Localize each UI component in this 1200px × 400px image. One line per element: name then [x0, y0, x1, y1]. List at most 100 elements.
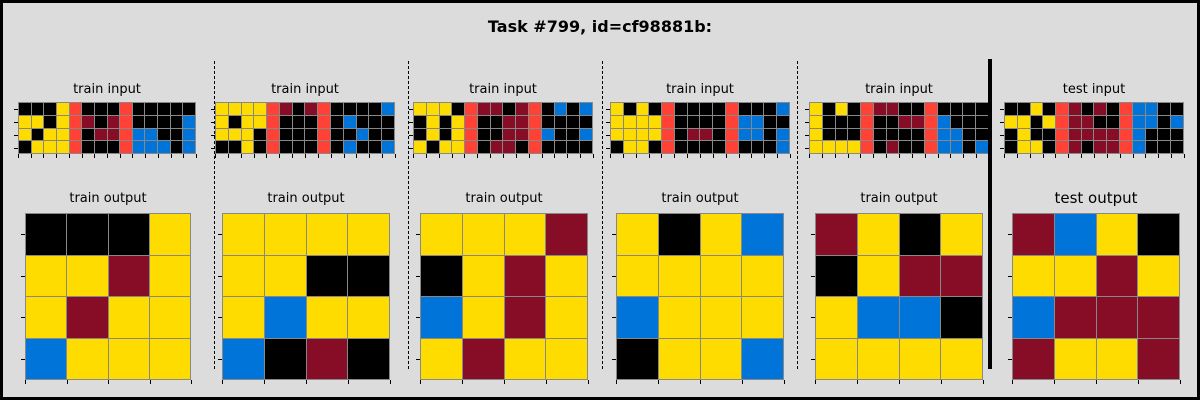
grid-cell	[554, 141, 567, 153]
axis-tick	[809, 154, 810, 158]
grid-cell	[369, 128, 382, 141]
grid-cell	[1138, 297, 1179, 338]
grid-cell	[580, 103, 592, 115]
axis-tick	[1000, 147, 1004, 149]
grid-cell	[674, 115, 687, 128]
grid-cell	[348, 338, 389, 379]
grid-cell	[1043, 141, 1056, 153]
axis-tick	[784, 380, 785, 384]
axis-tick	[712, 154, 714, 158]
grid-cell	[82, 115, 94, 128]
grid-cell	[158, 141, 170, 153]
grid-cell	[516, 128, 529, 141]
grid-cell	[742, 255, 783, 296]
grid-cell	[1132, 128, 1145, 141]
grid-cell	[1054, 338, 1096, 379]
grid-cell	[223, 214, 264, 255]
grid-cell	[1120, 141, 1132, 153]
axis-tick	[413, 154, 414, 158]
grid-cell	[1158, 115, 1171, 128]
axis-tick	[567, 154, 569, 158]
grid-cell	[264, 255, 306, 296]
axis-tick	[834, 154, 836, 158]
grid-cell	[1005, 115, 1017, 128]
grid-cell	[516, 103, 529, 115]
grid-cell	[107, 103, 120, 115]
axis-tick	[145, 154, 147, 158]
axis-tick	[43, 154, 45, 158]
pair-divider	[214, 61, 215, 369]
axis-tick	[196, 154, 197, 158]
grid-cell	[1068, 128, 1081, 141]
grid-cell	[382, 128, 394, 141]
axis-tick	[886, 154, 888, 158]
grid-cell	[963, 103, 976, 115]
grid-cell	[414, 103, 426, 115]
grid-cell	[1054, 255, 1096, 296]
axis-tick	[1008, 359, 1012, 361]
grid-cell	[94, 128, 107, 141]
input-grid	[809, 102, 989, 154]
grid-cell	[490, 128, 503, 141]
axis-tick	[1106, 154, 1108, 158]
grid-cell	[1171, 115, 1183, 128]
grid-cell	[1132, 103, 1145, 115]
grid-cell	[649, 141, 662, 153]
grid-cell	[149, 338, 190, 379]
grid-cell	[1017, 128, 1030, 141]
axis-tick	[805, 108, 809, 110]
grid-cell	[1132, 115, 1145, 128]
grid-cell	[1054, 297, 1096, 338]
grid-cell	[1096, 255, 1138, 296]
grid-cell	[713, 115, 726, 128]
axis-tick	[409, 134, 413, 136]
grid-cell	[567, 128, 580, 141]
grid-cell	[1081, 141, 1094, 153]
axis-tick	[306, 380, 307, 384]
grid-cell	[216, 141, 228, 153]
grid-cell	[541, 103, 554, 115]
grid-cell	[1056, 115, 1068, 128]
grid-cell	[108, 214, 149, 255]
grid-cell	[503, 141, 516, 153]
grid-cell	[580, 128, 592, 141]
grid-cell	[899, 338, 941, 379]
grid-cell	[816, 338, 857, 379]
axis-tick	[805, 147, 809, 149]
grid-cell	[254, 128, 267, 141]
grid-cell	[452, 141, 465, 153]
axis-tick	[253, 154, 255, 158]
axis-tick	[700, 154, 701, 158]
pair-divider	[797, 61, 798, 369]
input-grid	[18, 102, 196, 154]
axis-tick	[425, 154, 427, 158]
grid-cell	[331, 141, 343, 153]
grid-cell	[67, 338, 108, 379]
grid-cell	[516, 115, 529, 128]
axis-tick	[504, 380, 505, 384]
axis-tick	[416, 233, 420, 235]
grid-cell	[331, 103, 343, 115]
grid-cell	[738, 115, 751, 128]
grid-cell	[94, 141, 107, 153]
axis-tick	[218, 275, 222, 277]
grid-cell	[82, 103, 94, 115]
grid-cell	[912, 128, 925, 141]
input-grid	[215, 102, 395, 154]
grid-cell	[1107, 103, 1120, 115]
grid-cell	[1145, 115, 1158, 128]
grid-cell	[56, 103, 69, 115]
grid-cell	[241, 141, 254, 153]
grid-cell	[810, 128, 822, 141]
grid-cell	[421, 297, 462, 338]
grid-cell	[700, 297, 742, 338]
grid-cell	[216, 128, 228, 141]
grid-cell	[822, 141, 835, 153]
grid-cell	[369, 115, 382, 128]
grid-cell	[145, 103, 158, 115]
grid-cell	[462, 297, 504, 338]
grid-cell	[700, 214, 742, 255]
axis-tick	[976, 154, 978, 158]
grid-cell	[504, 297, 546, 338]
axis-tick	[777, 154, 779, 158]
